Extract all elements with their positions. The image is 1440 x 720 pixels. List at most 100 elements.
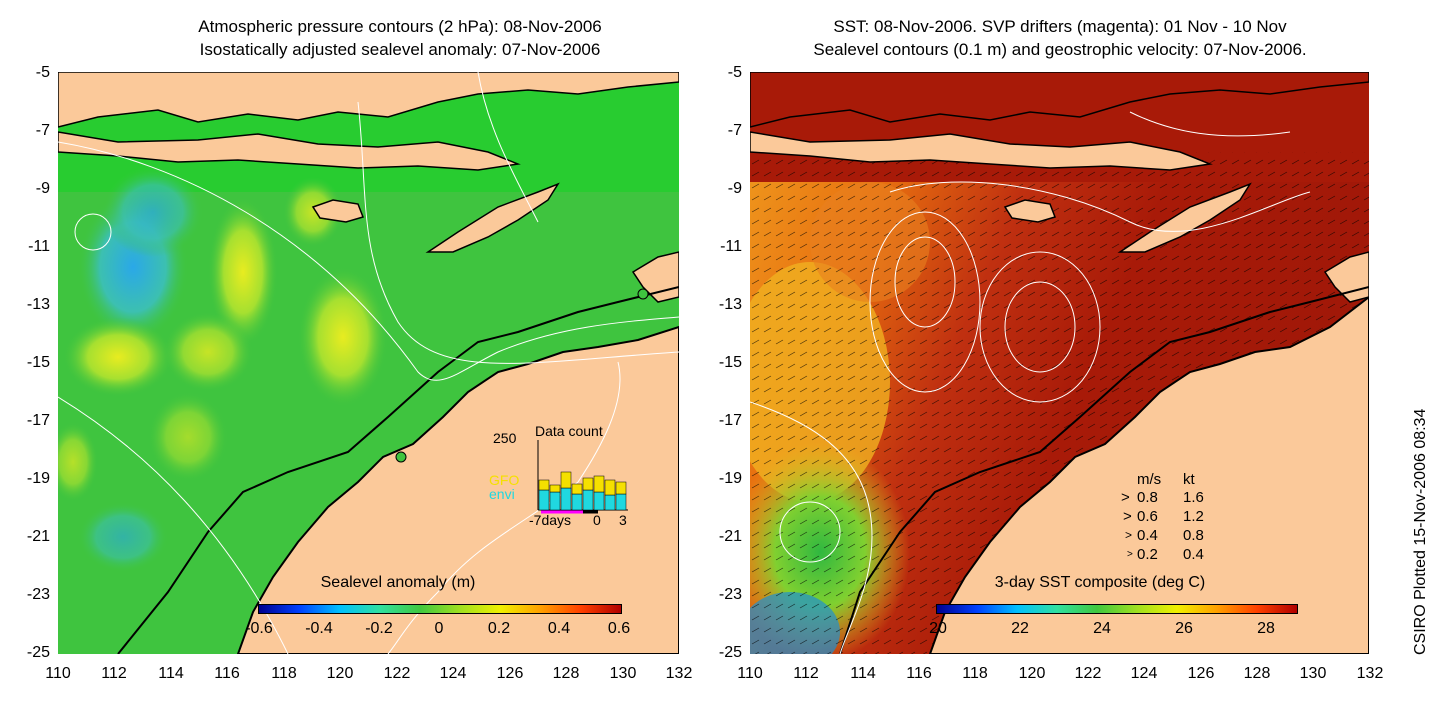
right-x-tick: 128 — [1243, 665, 1271, 682]
right-y-tick: -21 — [718, 528, 742, 545]
legend-ms: 0.2 — [1137, 546, 1158, 563]
right-cbar-label: 24 — [1093, 620, 1111, 637]
right-timor — [1117, 182, 1252, 253]
left-x-tick: 132 — [665, 665, 693, 682]
right-x-tick: 110 — [737, 665, 763, 682]
left-x-tick: 128 — [552, 665, 580, 682]
left-colorbar-title: Sealevel anomaly (m) — [320, 574, 476, 591]
right-y-tick: -19 — [718, 470, 742, 487]
arrow-icon: > — [1127, 549, 1133, 560]
inset-x-label-zero: 0 — [593, 512, 601, 528]
right-colorbar — [936, 604, 1298, 614]
legend-ms: 0.6 — [1137, 508, 1158, 525]
legend-header-ms: m/s — [1137, 471, 1162, 488]
right-y-tick: -5 — [727, 64, 742, 81]
left-australia — [236, 325, 679, 654]
right-australia — [928, 295, 1369, 654]
left-y-tick: -9 — [35, 180, 50, 197]
left-island-chain — [58, 72, 679, 128]
left-x-tick: 126 — [496, 665, 524, 682]
left-sealevel-map: 250 Data count GFO envi -7days — [58, 72, 679, 654]
right-x-tick: 126 — [1187, 665, 1215, 682]
right-title-line2: Sealevel contours (0.1 m) and geostrophi… — [813, 40, 1307, 59]
left-cbar-label: -0.6 — [245, 620, 273, 637]
sealevel-contour-eddy — [1004, 281, 1076, 373]
right-cbar-label: 26 — [1175, 620, 1193, 637]
legend-kt: 0.4 — [1183, 546, 1204, 563]
left-y-tick: -11 — [28, 238, 50, 255]
right-cbar-label: 22 — [1011, 620, 1029, 637]
left-cbar-label: 0.6 — [607, 620, 631, 637]
left-cbar-label: -0.2 — [365, 620, 393, 637]
legend-header-kt: kt — [1183, 471, 1195, 488]
right-y-tick: -9 — [727, 180, 742, 197]
right-y-tick: -11 — [720, 238, 742, 255]
left-x-tick: 116 — [214, 665, 240, 682]
inset-legend-gfo: GFO — [489, 472, 520, 488]
left-y-tick: -21 — [26, 528, 50, 545]
inset-data-count: 250 Data count GFO envi -7days — [473, 420, 643, 528]
right-x-tick: 132 — [1356, 665, 1384, 682]
inset-x-label-start: -7days — [529, 512, 572, 528]
left-y-tick: -17 — [26, 412, 50, 429]
left-y-tick: -15 — [26, 354, 50, 371]
left-colorbar — [258, 604, 622, 614]
right-y-tick: -13 — [718, 296, 742, 313]
right-x-tick: 116 — [906, 665, 932, 682]
inset-x-label-end: 3 — [619, 512, 627, 528]
right-x-tick: 118 — [962, 665, 988, 682]
legend-kt: 1.6 — [1183, 489, 1204, 506]
inset-title: Data count — [535, 423, 603, 439]
right-y-tick: -15 — [718, 354, 742, 371]
right-title-line1: SST: 08-Nov-2006. SVP drifters (magenta)… — [833, 17, 1287, 36]
plot-credit: CSIRO Plotted 15-Nov-2006 08:34 — [1412, 408, 1429, 655]
legend-ms: 0.4 — [1137, 527, 1158, 544]
left-x-tick: 124 — [439, 665, 467, 682]
left-cbar-label: 0 — [434, 620, 444, 637]
arrow-icon: > — [1121, 489, 1130, 506]
left-cbar-label: 0.4 — [547, 620, 571, 637]
left-cbar-label: -0.4 — [305, 620, 333, 637]
right-x-tick: 112 — [793, 665, 819, 682]
right-x-tick: 120 — [1018, 665, 1046, 682]
left-x-tick: 122 — [383, 665, 411, 682]
right-y-tick: -17 — [718, 412, 742, 429]
left-x-tick: 112 — [101, 665, 127, 682]
left-cbar-label: 0.2 — [487, 620, 511, 637]
left-y-tick: -13 — [26, 296, 50, 313]
right-sst-map: m/s kt > 0.8 1.6 > 0.6 1.2 > 0.4 0.8 > 0… — [750, 72, 1369, 654]
right-island-chain — [750, 72, 1369, 128]
right-x-tick: 124 — [1130, 665, 1158, 682]
left-x-tick: 114 — [158, 665, 184, 682]
inset-legend-envi: envi — [489, 486, 515, 502]
right-colorbar-title: 3-day SST composite (deg C) — [994, 574, 1206, 591]
left-x-tick: 130 — [609, 665, 637, 682]
left-x-tick: 110 — [45, 665, 71, 682]
arrow-icon: > — [1123, 508, 1132, 525]
left-x-tick: 118 — [271, 665, 297, 682]
yellow-anomaly-blob — [298, 267, 388, 407]
right-cbar-label: 20 — [929, 620, 947, 637]
right-y-tick: -23 — [718, 586, 742, 603]
right-x-tick: 122 — [1074, 665, 1102, 682]
right-y-tick: -7 — [727, 122, 742, 139]
right-y-tick: -25 — [718, 644, 742, 661]
left-y-tick: -23 — [26, 586, 50, 603]
right-x-tick: 114 — [850, 665, 876, 682]
left-y-tick: -7 — [35, 122, 50, 139]
left-y-tick: -5 — [35, 64, 50, 81]
left-y-tick: -25 — [26, 644, 50, 661]
legend-ms: 0.8 — [1137, 489, 1158, 506]
left-title-line2: Isostatically adjusted sealevel anomaly:… — [199, 40, 601, 59]
legend-kt: 0.8 — [1183, 527, 1204, 544]
right-cbar-label: 28 — [1257, 620, 1275, 637]
arrow-icon: > — [1125, 528, 1133, 542]
left-title-line1: Atmospheric pressure contours (2 hPa): 0… — [198, 17, 602, 36]
left-x-tick: 120 — [326, 665, 354, 682]
right-x-tick: 130 — [1299, 665, 1327, 682]
left-y-tick: -19 — [26, 470, 50, 487]
velocity-legend: m/s kt > 0.8 1.6 > 0.6 1.2 > 0.4 0.8 > 0… — [1121, 470, 1245, 570]
left-timor — [425, 182, 560, 253]
legend-kt: 1.2 — [1183, 508, 1204, 525]
inset-max-label: 250 — [493, 430, 517, 446]
